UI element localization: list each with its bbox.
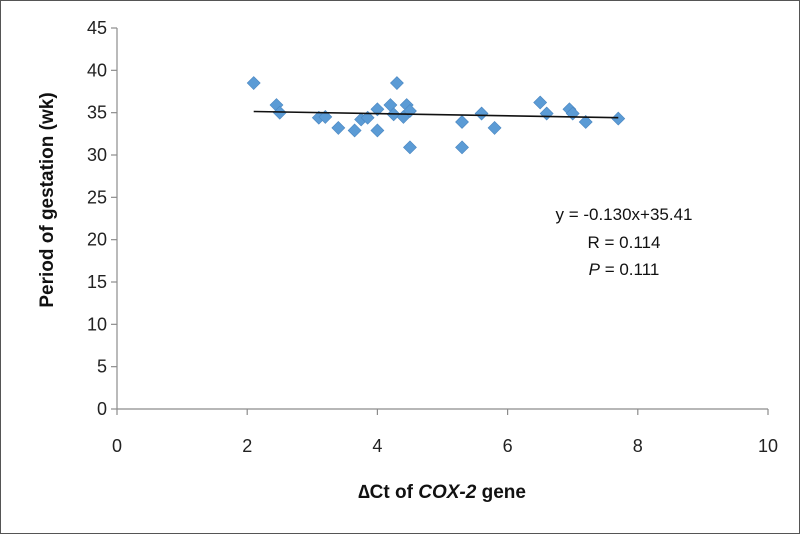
x-tick-label: 8 <box>633 436 643 456</box>
data-point <box>318 109 333 124</box>
y-tick-label: 10 <box>87 314 107 334</box>
x-tick-label: 0 <box>112 436 122 456</box>
data-point <box>246 76 261 90</box>
x-tick-label: 2 <box>242 436 252 456</box>
y-tick-label: 5 <box>97 357 107 377</box>
data-point <box>455 115 469 129</box>
regression-equation: y = -0.130x+35.41 <box>555 205 692 224</box>
r-value: R = 0.114 <box>588 233 661 252</box>
y-tick-label: 0 <box>97 399 107 419</box>
y-tick-label: 35 <box>87 103 107 123</box>
data-point <box>474 106 489 121</box>
p-value: P = 0.111 <box>589 260 660 279</box>
data-point <box>370 123 385 138</box>
data-point <box>390 76 404 90</box>
x-tick-label: 6 <box>503 436 513 456</box>
x-tick-label: 4 <box>372 436 382 456</box>
data-point <box>347 123 362 138</box>
data-point <box>578 115 593 129</box>
y-tick-label: 25 <box>87 187 107 207</box>
data-point <box>370 102 385 117</box>
x-axis-title-prefix: ∆Ct of <box>358 482 418 503</box>
p-number: = 0.111 <box>600 260 659 279</box>
data-point <box>360 110 375 125</box>
trendline <box>253 110 619 119</box>
x-tick-label: 10 <box>758 436 778 456</box>
y-axis: 0 5 10 15 20 25 30 35 40 45 <box>87 18 118 419</box>
p-symbol: P <box>589 260 601 279</box>
x-axis: 0 2 4 6 8 10 <box>112 408 778 456</box>
data-point <box>487 120 502 135</box>
data-point <box>331 120 346 135</box>
y-tick-label: 30 <box>87 145 107 165</box>
x-axis-title-suffix: gene <box>476 482 526 503</box>
data-point <box>611 111 626 126</box>
y-tick-label: 15 <box>87 272 107 292</box>
x-axis-title-gene: COX-2 <box>418 482 477 503</box>
y-axis-title: Period of gestation (wk) <box>37 92 58 307</box>
y-tick-label: 40 <box>87 60 107 80</box>
y-tick-label: 20 <box>87 230 107 250</box>
data-point <box>539 106 554 121</box>
data-point <box>455 140 469 155</box>
y-tick-label: 45 <box>87 18 107 38</box>
data-point <box>533 95 548 110</box>
x-axis-title: ∆Ct of COX-2 gene <box>358 482 526 503</box>
data-point <box>403 140 417 155</box>
